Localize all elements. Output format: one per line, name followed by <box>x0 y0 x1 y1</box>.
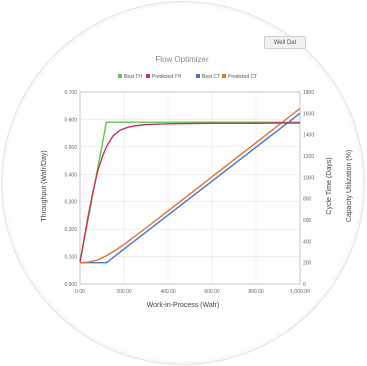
series-line-predicted-th <box>79 122 300 263</box>
right-y-tick-label: 400 <box>303 239 312 245</box>
left-y-tick-label: 0.000 <box>64 282 77 288</box>
left-y-tick-label: 0.500 <box>64 145 77 151</box>
far-right-y-axis-label: Capacity Utilization (%) <box>346 150 353 222</box>
left-y-axis-ticks: 0.000 0.100 0.200 0.300 0.400 0.500 0.600 0.700 <box>64 90 77 288</box>
x-tick-label: 600.00 <box>204 289 220 295</box>
right-y-tick-label: 1600 <box>303 111 314 117</box>
series-line-predicted-ct <box>79 107 301 264</box>
right-y-tick-label: 600 <box>303 218 312 224</box>
legend-label-best-th: Best TH <box>124 74 142 80</box>
left-y-tick-label: 0.400 <box>64 172 77 178</box>
right-y-tick-label: 1400 <box>303 133 314 139</box>
left-y-tick-label: 0.100 <box>64 255 77 261</box>
left-y-tick-label: 0.300 <box>64 200 77 206</box>
left-y-tick-label: 0.200 <box>64 227 77 233</box>
well-data-button[interactable]: Well Dat <box>264 36 306 49</box>
legend-swatch-predicted-th <box>146 74 150 78</box>
legend-swatch-best-th <box>118 74 122 78</box>
right-y-tick-label: 800 <box>303 197 312 203</box>
right-y-tick-label: 1200 <box>303 154 314 160</box>
right-y-tick-label: 200 <box>303 261 312 267</box>
right-y-axis-ticks: 0 200 400 600 800 1000 1200 1400 1600 1800 <box>303 90 314 288</box>
x-tick-label: 400.00 <box>160 289 176 295</box>
legend-swatch-best-ct <box>196 74 200 78</box>
legend-label-predicted-th: Predicted TH <box>152 74 181 80</box>
zoom-lens <box>2 2 364 364</box>
x-axis-ticks: 0.00 200.00 400.00 600.00 800.00 1,000.00 <box>75 289 310 295</box>
chart-title: Flow Optimizer <box>155 55 209 64</box>
plot-frame <box>79 91 301 285</box>
chart-legend: Best TH Predicted TH Best CT Predicted CT <box>118 74 257 80</box>
chart-series <box>79 107 301 264</box>
series-line-best-th <box>79 121 300 263</box>
x-tick-label: 800.00 <box>248 289 264 295</box>
legend-label-best-ct: Best CT <box>202 74 220 80</box>
x-tick-label: 0.00 <box>75 289 85 295</box>
x-tick-label: 200.00 <box>116 289 132 295</box>
right-y-tick-label: 1000 <box>303 175 314 181</box>
right-y-tick-label: 0 <box>303 282 306 288</box>
right-y-tick-label: 1800 <box>303 90 314 96</box>
left-y-tick-label: 0.700 <box>64 90 77 96</box>
chart-grid <box>79 91 301 285</box>
legend-label-predicted-ct: Predicted CT <box>228 74 257 80</box>
left-y-tick-label: 0.600 <box>64 117 77 123</box>
x-tick-label: 1,000.00 <box>290 289 310 295</box>
x-axis-label: Work-in-Process (Wafr) <box>147 302 220 309</box>
legend-swatch-predicted-ct <box>222 74 226 78</box>
left-y-axis-label: Throughput (Wafr/Day) <box>41 150 48 221</box>
right-y-axis-label: Cycle Time (Days) <box>326 157 333 214</box>
